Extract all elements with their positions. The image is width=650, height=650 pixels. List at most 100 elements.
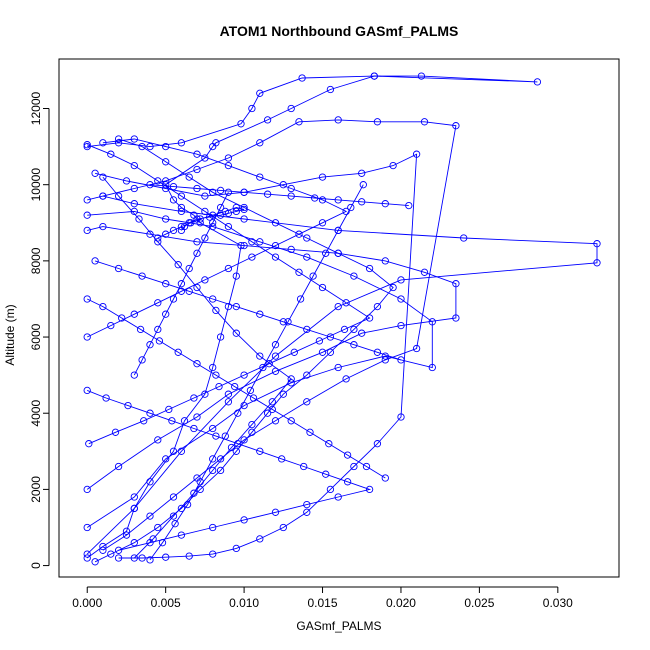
data-point xyxy=(99,302,107,311)
data-point xyxy=(334,493,342,501)
data-point xyxy=(83,523,91,532)
data-point xyxy=(309,272,317,280)
data-point xyxy=(162,280,170,288)
x-tick-label: 0.025 xyxy=(464,596,494,610)
data-point xyxy=(248,238,256,246)
data-point xyxy=(114,192,123,200)
data-point xyxy=(343,451,352,459)
axes-layer: 0.000 0.005 0.010 0.015 0.020 0.025 0.030 0 2000… xyxy=(29,92,573,610)
x-tick-label: 0.015 xyxy=(308,596,338,610)
data-point xyxy=(326,85,335,94)
data-point xyxy=(130,310,138,318)
data-point xyxy=(177,207,186,216)
data-point xyxy=(209,424,217,433)
data-point xyxy=(224,390,233,398)
data-point xyxy=(201,207,209,216)
data-point xyxy=(162,310,170,318)
data-point xyxy=(99,542,107,551)
series-line-12 xyxy=(87,138,348,338)
data-point xyxy=(216,466,225,475)
y-tick-label: 2000 xyxy=(29,476,43,503)
data-point xyxy=(83,485,91,494)
data-point xyxy=(359,181,367,189)
data-point xyxy=(412,344,421,353)
data-point xyxy=(271,508,280,516)
series-line-16 xyxy=(149,184,409,207)
data-point xyxy=(381,474,389,482)
data-point xyxy=(306,428,314,436)
data-point xyxy=(420,268,429,276)
data-point xyxy=(347,203,355,212)
data-layer xyxy=(83,72,601,566)
data-point xyxy=(193,249,201,257)
data-point xyxy=(196,478,204,486)
data-point xyxy=(397,276,405,284)
data-point xyxy=(83,141,91,149)
data-point xyxy=(212,432,220,440)
data-point xyxy=(593,259,601,267)
data-point xyxy=(256,139,264,147)
data-point xyxy=(130,135,138,143)
data-point xyxy=(193,360,201,368)
data-point xyxy=(111,428,120,436)
x-tick-label: 0.005 xyxy=(151,596,181,610)
data-point xyxy=(350,462,358,471)
data-point xyxy=(209,466,217,475)
data-point xyxy=(209,363,217,372)
data-point xyxy=(174,261,182,269)
data-point xyxy=(389,283,397,292)
data-point xyxy=(107,550,115,558)
data-point xyxy=(370,72,378,80)
data-point xyxy=(389,161,397,170)
data-point xyxy=(256,447,264,455)
y-tick-label: 12000 xyxy=(29,92,43,126)
data-point xyxy=(373,302,382,311)
data-point xyxy=(240,241,248,250)
data-point xyxy=(298,74,306,82)
data-point xyxy=(193,184,201,193)
x-tick-label: 0.010 xyxy=(229,596,259,610)
data-point xyxy=(190,424,198,433)
y-axis-label: Altitude (m) xyxy=(3,304,17,365)
data-point xyxy=(140,417,148,425)
data-point xyxy=(83,226,91,235)
data-point xyxy=(83,295,91,303)
data-point xyxy=(91,257,99,265)
data-point xyxy=(271,219,280,227)
data-point xyxy=(190,394,198,402)
data-point xyxy=(185,287,193,295)
data-point xyxy=(373,348,382,356)
data-point xyxy=(256,89,264,97)
data-point xyxy=(232,329,240,337)
data-point xyxy=(209,550,217,558)
series-line-10 xyxy=(87,144,371,445)
data-point xyxy=(124,401,132,410)
data-point xyxy=(279,318,287,326)
y-tick-label: 10000 xyxy=(29,168,43,202)
data-point xyxy=(107,150,115,158)
data-point xyxy=(193,238,201,246)
data-point xyxy=(334,196,342,204)
data-point xyxy=(83,554,91,562)
data-point xyxy=(146,556,154,564)
data-point xyxy=(263,409,272,417)
data-point xyxy=(248,420,256,429)
data-point xyxy=(171,520,179,528)
data-point xyxy=(136,325,145,334)
y-tick-label: 0 xyxy=(29,562,43,569)
data-point xyxy=(114,264,123,273)
data-point xyxy=(83,333,91,341)
data-point xyxy=(334,302,342,311)
data-point xyxy=(271,352,280,360)
series-line-13 xyxy=(87,298,386,479)
data-point xyxy=(177,280,186,288)
data-point xyxy=(318,283,327,292)
data-point xyxy=(358,169,366,177)
data-point xyxy=(169,493,178,501)
data-point xyxy=(221,207,229,216)
data-point xyxy=(146,539,154,547)
data-point xyxy=(287,192,295,200)
data-point xyxy=(428,363,436,372)
data-point xyxy=(185,552,193,560)
data-point xyxy=(303,398,311,406)
